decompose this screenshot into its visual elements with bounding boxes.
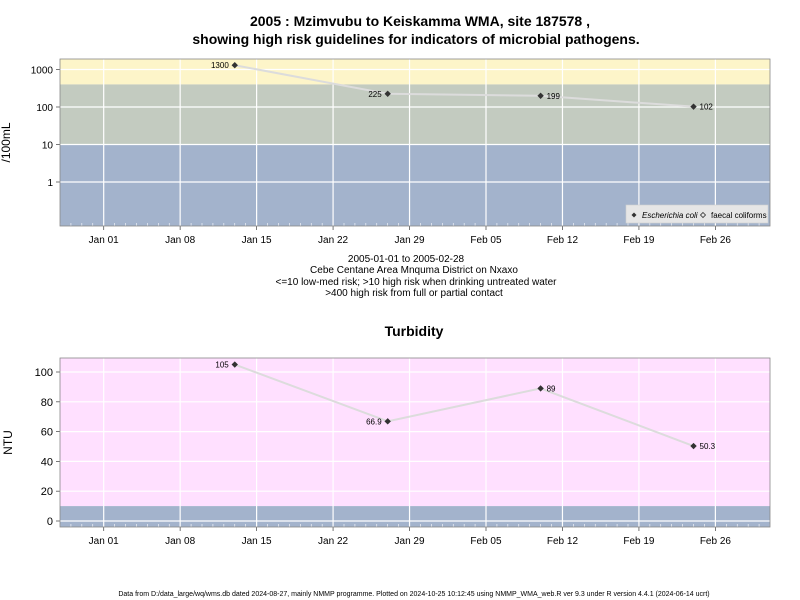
series-line-1-0	[234, 363, 694, 447]
data-label-0-0-2: 199	[547, 92, 561, 101]
x-tick-label-0-7: Feb 19	[623, 235, 655, 246]
x-tick-label-1-0: Jan 01	[89, 536, 119, 547]
chart-title-line1: 2005 : Mzimvubu to Keiskamma WMA, site 1…	[250, 13, 590, 29]
x-tick-label-1-4: Jan 29	[395, 536, 425, 547]
legend-marker-ecoli	[631, 212, 637, 218]
microbial-panel: Jan 01 Jan 08 Jan 15 Jan 22 Jan 29 Feb 05 Feb …	[0, 58, 771, 246]
y-axis-title-0: /100mL	[0, 122, 13, 162]
turbidity-panel: Jan 01 Jan 08 Jan 15 Jan 22 Jan 29 Feb 05 Feb …	[1, 357, 771, 547]
x-tick-label-1-1: Jan 08	[165, 536, 195, 547]
y-tick-label-0-3: 1000	[31, 66, 54, 77]
legend-label-faecal: faecal coliforms	[711, 211, 767, 220]
data-label-1-0-2: 89	[547, 384, 556, 393]
data-label-1-0-0: 105	[215, 361, 229, 370]
y-tick-label-0-0: 1	[47, 178, 53, 189]
chart-title-line2: showing high risk guidelines for indicat…	[192, 31, 639, 47]
x-tick-label-0-8: Feb 26	[700, 235, 732, 246]
data-point-0-0-3	[690, 103, 697, 110]
x-tick-label-1-2: Jan 15	[242, 536, 272, 547]
x-tick-label-0-1: Jan 08	[165, 235, 195, 246]
y-tick-label-0-2: 100	[36, 103, 53, 114]
x-tick-label-1-5: Feb 05	[470, 536, 502, 547]
data-label-0-0-0: 1300	[211, 61, 229, 70]
data-point-1-0-2	[537, 385, 544, 392]
y-tick-label-0-1: 10	[42, 141, 54, 152]
plot-border-1	[59, 357, 771, 528]
data-point-1-0-1	[384, 418, 391, 425]
footer-note: Data from D:/data_large/wq/wms.db dated …	[118, 591, 709, 598]
date-range-text: 2005-01-01 to 2005-02-28	[348, 254, 465, 265]
y-tick-label-1-2: 40	[41, 456, 53, 468]
data-label-0-0-3: 102	[700, 103, 714, 112]
risk-band-1-1	[60, 506, 770, 527]
data-label-1-0-3: 50.3	[700, 442, 716, 451]
series-line-0-0	[234, 64, 694, 108]
y-axis-title-1: NTU	[1, 430, 15, 455]
data-point-0-0-0	[231, 62, 238, 69]
x-tick-label-1-3: Jan 22	[318, 536, 348, 547]
y-tick-label-1-1: 20	[41, 486, 53, 498]
x-tick-label-1-6: Feb 12	[547, 536, 579, 547]
x-tick-label-0-6: Feb 12	[547, 235, 579, 246]
risk-band-0-0	[60, 59, 770, 85]
plot-border-0	[59, 58, 771, 227]
data-point-0-0-1	[384, 90, 391, 97]
data-point-0-0-2	[537, 92, 544, 99]
site-location-text: Cebe Centane Area Mnquma District on Nxa…	[310, 265, 518, 276]
y-tick-label-1-3: 60	[41, 427, 53, 439]
data-label-0-0-1: 225	[368, 90, 382, 99]
x-tick-label-0-5: Feb 05	[470, 235, 502, 246]
contact-risk-text: >400 high risk from full or partial cont…	[325, 288, 503, 299]
x-tick-label-1-7: Feb 19	[623, 536, 655, 547]
y-tick-label-1-4: 80	[41, 397, 53, 409]
x-tick-label-0-2: Jan 15	[242, 235, 272, 246]
legend-marker-faecal	[699, 211, 707, 219]
x-tick-label-0-3: Jan 22	[318, 235, 348, 246]
data-label-1-0-1: 66.9	[366, 417, 382, 426]
x-tick-label-0-4: Jan 29	[395, 235, 425, 246]
x-tick-label-0-0: Jan 01	[89, 235, 119, 246]
data-point-1-0-0	[231, 361, 238, 368]
legend-label-ecoli: Escherichia coli	[642, 211, 698, 220]
drinking-risk-text: <=10 low-med risk; >10 high risk when dr…	[276, 277, 558, 288]
x-tick-label-1-8: Feb 26	[700, 536, 732, 547]
turbidity-title: Turbidity	[385, 323, 444, 339]
legend-box	[625, 204, 769, 224]
data-point-1-0-3	[690, 442, 697, 450]
y-tick-label-1-5: 100	[35, 367, 53, 379]
y-tick-label-1-0: 0	[47, 516, 53, 528]
